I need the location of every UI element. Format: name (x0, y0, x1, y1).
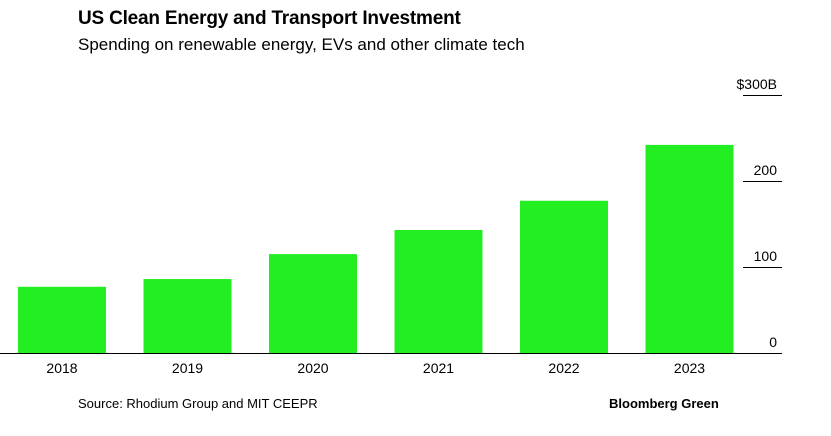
bar-2020 (269, 254, 357, 353)
bar-chart: 0 100 200 $300B 2018 2019 2020 2021 2022 2023 (0, 76, 782, 376)
y-tick-label: 200 (754, 162, 778, 178)
y-tick-label: $300B (737, 76, 777, 92)
brand-label: Bloomberg Green (609, 396, 719, 411)
chart-title: US Clean Energy and Transport Investment (78, 8, 461, 29)
x-tick-label: 2018 (46, 360, 77, 376)
y-tick-label: 100 (754, 248, 778, 264)
x-tick-label: 2021 (423, 360, 454, 376)
x-tick-label: 2023 (674, 360, 705, 376)
x-tick-label: 2020 (297, 360, 328, 376)
x-tick-label: 2019 (172, 360, 203, 376)
bar-2023 (645, 144, 734, 353)
bar-2021 (394, 230, 483, 353)
chart-subtitle: Spending on renewable energy, EVs and ot… (78, 35, 525, 54)
y-tick-label: 0 (769, 334, 777, 350)
x-tick-label: 2022 (548, 360, 579, 376)
bar-2019 (143, 279, 232, 353)
bar-2022 (520, 200, 608, 353)
bar-2018 (18, 286, 106, 353)
source-note: Source: Rhodium Group and MIT CEEPR (78, 396, 318, 411)
